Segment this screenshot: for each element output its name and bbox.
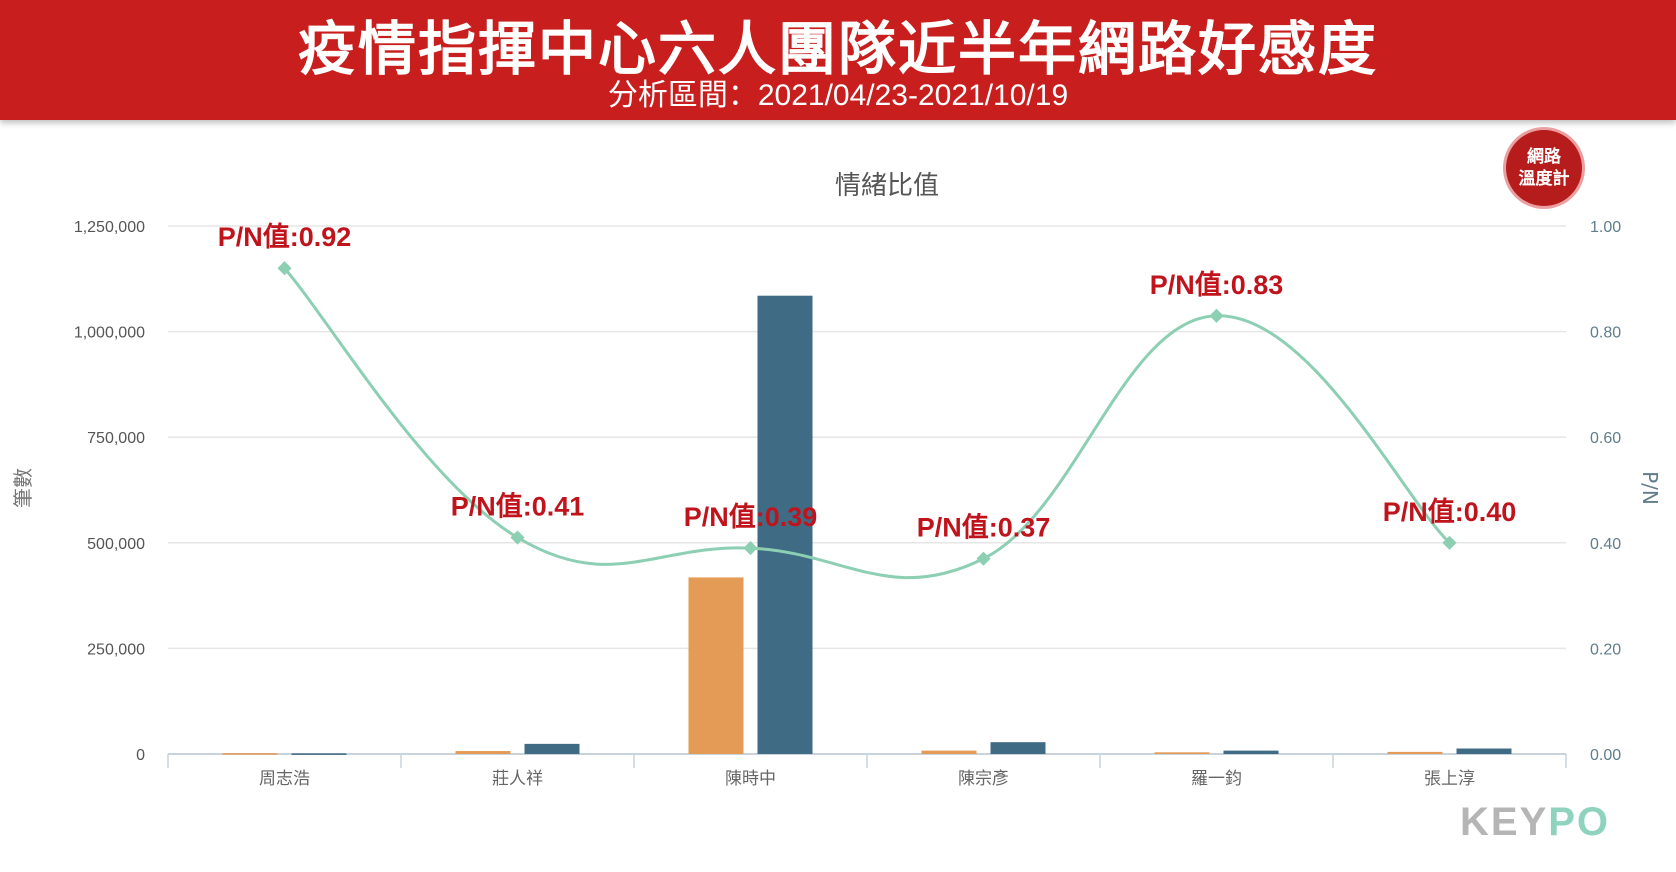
pn-point-張上淳 xyxy=(1442,535,1457,550)
y2-tick-label: 0.20 xyxy=(1590,641,1621,658)
y-axis-title: 筆數 xyxy=(11,468,35,508)
pn-annotation: P/N值:0.83 xyxy=(1150,270,1284,300)
pn-annotation: P/N值:0.40 xyxy=(1383,497,1517,527)
pn-annotation: P/N值:0.37 xyxy=(917,513,1051,543)
y2-tick-label: 0.60 xyxy=(1590,430,1621,447)
pn-annotation: P/N值:0.92 xyxy=(218,222,352,252)
logo-line-1: 網路 xyxy=(1527,147,1561,167)
bar-陳宗彥-2 xyxy=(990,742,1046,754)
y2-tick-label: 0.80 xyxy=(1590,325,1621,342)
bar-張上淳-2 xyxy=(1456,748,1512,754)
pn-point-莊人祥 xyxy=(510,530,525,545)
y-tick-label: 1,250,000 xyxy=(74,219,145,236)
bar-羅一鈞-1 xyxy=(1154,752,1210,754)
bar-張上淳-1 xyxy=(1387,751,1443,754)
pn-point-周志浩 xyxy=(277,261,292,276)
pn-annotation: P/N值:0.39 xyxy=(684,502,818,532)
keypo-key-text: KEY xyxy=(1460,800,1549,844)
y-tick-label: 1,000,000 xyxy=(74,325,145,342)
logo-line-2: 溫度計 xyxy=(1518,169,1570,189)
main-title: 疫情指揮中心六人團隊近半年網路好感度 xyxy=(297,15,1378,83)
x-tick-label: 張上淳 xyxy=(1424,769,1475,789)
x-tick-label: 羅一鈞 xyxy=(1191,769,1242,789)
bar-莊人祥-1 xyxy=(455,751,511,754)
pn-point-陳宗彥 xyxy=(976,551,991,566)
y2-tick-label: 1.00 xyxy=(1590,219,1621,236)
y2-tick-label: 0.40 xyxy=(1590,536,1621,553)
bar-羅一鈞-2 xyxy=(1223,750,1279,754)
x-tick-label: 周志浩 xyxy=(259,769,310,789)
keypo-po-text: PO xyxy=(1548,800,1611,844)
pn-ratio-line xyxy=(283,267,1451,580)
bar-莊人祥-2 xyxy=(524,743,580,754)
y2-axis-title: P/N xyxy=(1638,471,1662,505)
chart-title: 情緒比值 xyxy=(835,171,939,201)
x-tick-label: 莊人祥 xyxy=(492,769,543,789)
pn-point-陳時中 xyxy=(743,541,758,556)
thermometer-logo: 網路 溫度計 xyxy=(1506,130,1582,206)
bar-陳時中-1 xyxy=(688,577,744,754)
y2-tick-label: 0.00 xyxy=(1590,747,1621,764)
x-tick-label: 陳時中 xyxy=(725,769,776,789)
bar-陳宗彥-1 xyxy=(921,750,977,754)
date-range-subtitle: 分析區間：2021/04/23-2021/10/19 xyxy=(607,79,1069,112)
pn-annotation: P/N值:0.41 xyxy=(451,492,585,522)
x-tick-label: 陳宗彥 xyxy=(958,769,1009,789)
bar-陳時中-2 xyxy=(757,295,813,754)
y-tick-label: 500,000 xyxy=(87,536,145,553)
y-tick-label: 0 xyxy=(136,747,145,764)
bar-周志浩-2 xyxy=(291,753,347,755)
bar-周志浩-1 xyxy=(222,753,278,755)
keypo-watermark: KEYPO xyxy=(1460,800,1610,845)
pn-point-羅一鈞 xyxy=(1209,308,1224,323)
y-tick-label: 750,000 xyxy=(87,430,145,447)
y-tick-label: 250,000 xyxy=(87,641,145,658)
title-banner: 疫情指揮中心六人團隊近半年網路好感度 分析區間：2021/04/23-2021/… xyxy=(0,0,1676,120)
